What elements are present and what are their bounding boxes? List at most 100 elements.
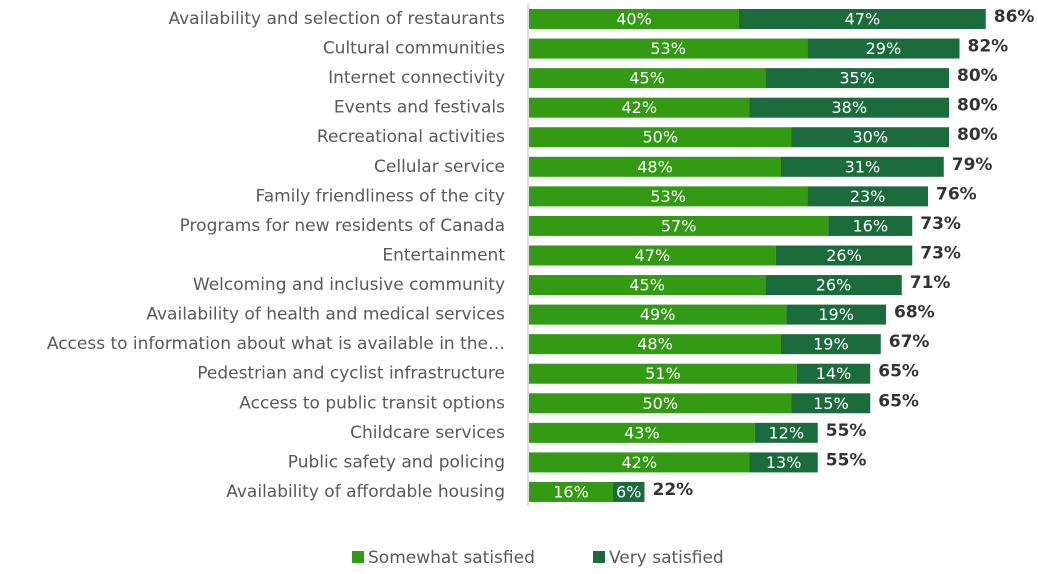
category-label: Availability and selection of restaurant… — [168, 9, 505, 29]
bar-segment — [529, 38, 808, 59]
bar-segment — [807, 38, 960, 59]
segment-label: 43% — [624, 423, 660, 442]
category-label: Events and festivals — [334, 98, 505, 118]
segment-label: 26% — [826, 246, 862, 265]
legend-label: Somewhat satisfied — [368, 548, 535, 568]
total-label: 80% — [957, 66, 998, 86]
total-label: 22% — [653, 480, 694, 500]
bar-segment — [529, 422, 755, 443]
bar-segment — [529, 97, 750, 118]
bar-segment — [739, 9, 986, 29]
segment-label: 49% — [640, 305, 676, 324]
bar-segment — [765, 275, 902, 296]
segment-label: 23% — [850, 187, 886, 206]
total-label: 79% — [952, 155, 993, 175]
total-label: 67% — [889, 332, 930, 352]
segment-label: 47% — [845, 10, 881, 29]
segment-label: 50% — [642, 128, 678, 147]
segment-label: 48% — [637, 335, 673, 354]
category-label: Availability of health and medical servi… — [146, 305, 505, 325]
segment-label: 31% — [845, 157, 881, 176]
bar-segment — [529, 481, 613, 502]
bar-segment — [529, 363, 797, 384]
segment-label: 16% — [852, 216, 888, 235]
bar-segment — [754, 422, 818, 443]
bar-segment — [529, 334, 781, 355]
bar-segment — [781, 334, 881, 355]
bar-segment — [529, 68, 766, 89]
segment-label: 16% — [553, 482, 589, 501]
total-label: 73% — [920, 214, 961, 234]
legend-label: Very satisfied — [609, 548, 724, 568]
total-label: 65% — [878, 391, 919, 411]
bar-segment — [791, 127, 949, 148]
segment-label: 30% — [852, 128, 888, 147]
segment-label: 14% — [816, 364, 852, 383]
segment-label: 53% — [650, 187, 686, 206]
bar-segment — [529, 452, 750, 473]
category-label: Cultural communities — [323, 39, 505, 59]
bar-segment — [529, 127, 792, 148]
bar-segment — [529, 275, 766, 296]
segment-label: 45% — [629, 276, 665, 295]
bar-segment — [775, 245, 913, 266]
category-label: Recreational activities — [317, 127, 505, 147]
bar-segment — [781, 156, 944, 177]
bar-segment — [807, 186, 928, 207]
segment-label: 12% — [768, 423, 804, 442]
legend-swatch — [593, 551, 605, 563]
total-label: 55% — [826, 421, 867, 441]
segment-label: 26% — [816, 276, 852, 295]
segment-label: 51% — [645, 364, 681, 383]
total-label: 86% — [994, 7, 1035, 27]
total-label: 80% — [957, 96, 998, 116]
bar-segment — [796, 363, 871, 384]
category-label: Internet connectivity — [328, 68, 505, 88]
category-label: Family friendliness of the city — [255, 186, 505, 206]
bar-segment — [529, 304, 787, 325]
category-label: Entertainment — [382, 245, 505, 265]
segment-label: 6% — [616, 482, 641, 501]
bar-segment — [529, 393, 792, 414]
bar-segment — [749, 452, 818, 473]
category-label: Access to information about what is avai… — [47, 334, 505, 354]
bar-segment — [828, 215, 913, 236]
segment-label: 45% — [629, 69, 665, 88]
category-label: Programs for new residents of Canada — [180, 216, 505, 236]
segment-label: 57% — [661, 216, 697, 235]
segment-label: 50% — [642, 394, 678, 413]
bar-segment — [791, 393, 871, 414]
bar-segment — [529, 245, 776, 266]
category-label: Access to public transit options — [239, 393, 505, 413]
segment-label: 38% — [831, 98, 867, 117]
category-label: Cellular service — [374, 157, 505, 177]
bar-segment — [613, 481, 645, 502]
total-label: 55% — [826, 450, 867, 470]
total-label: 82% — [968, 37, 1009, 57]
segment-label: 53% — [650, 39, 686, 58]
bar-segment — [765, 68, 949, 89]
total-label: 73% — [920, 243, 961, 263]
segment-label: 19% — [813, 335, 849, 354]
category-label: Availability of affordable housing — [226, 482, 505, 502]
segment-label: 19% — [818, 305, 854, 324]
segment-label: 47% — [635, 246, 671, 265]
segment-label: 42% — [621, 98, 657, 117]
segment-label: 15% — [813, 394, 849, 413]
bar-segment — [529, 186, 808, 207]
segment-label: 13% — [766, 453, 802, 472]
segment-label: 35% — [839, 69, 875, 88]
bar-segment — [749, 97, 949, 118]
segment-label: 42% — [621, 453, 657, 472]
total-label: 68% — [894, 303, 935, 323]
category-label: Welcoming and inclusive community — [193, 275, 505, 295]
total-label: 80% — [957, 125, 998, 145]
total-label: 65% — [878, 362, 919, 382]
total-label: 71% — [910, 273, 951, 293]
category-label: Public safety and policing — [288, 452, 505, 472]
bar-segment — [529, 215, 829, 236]
bar-segment — [786, 304, 886, 325]
bar-segment — [529, 156, 781, 177]
segment-label: 40% — [616, 10, 652, 29]
